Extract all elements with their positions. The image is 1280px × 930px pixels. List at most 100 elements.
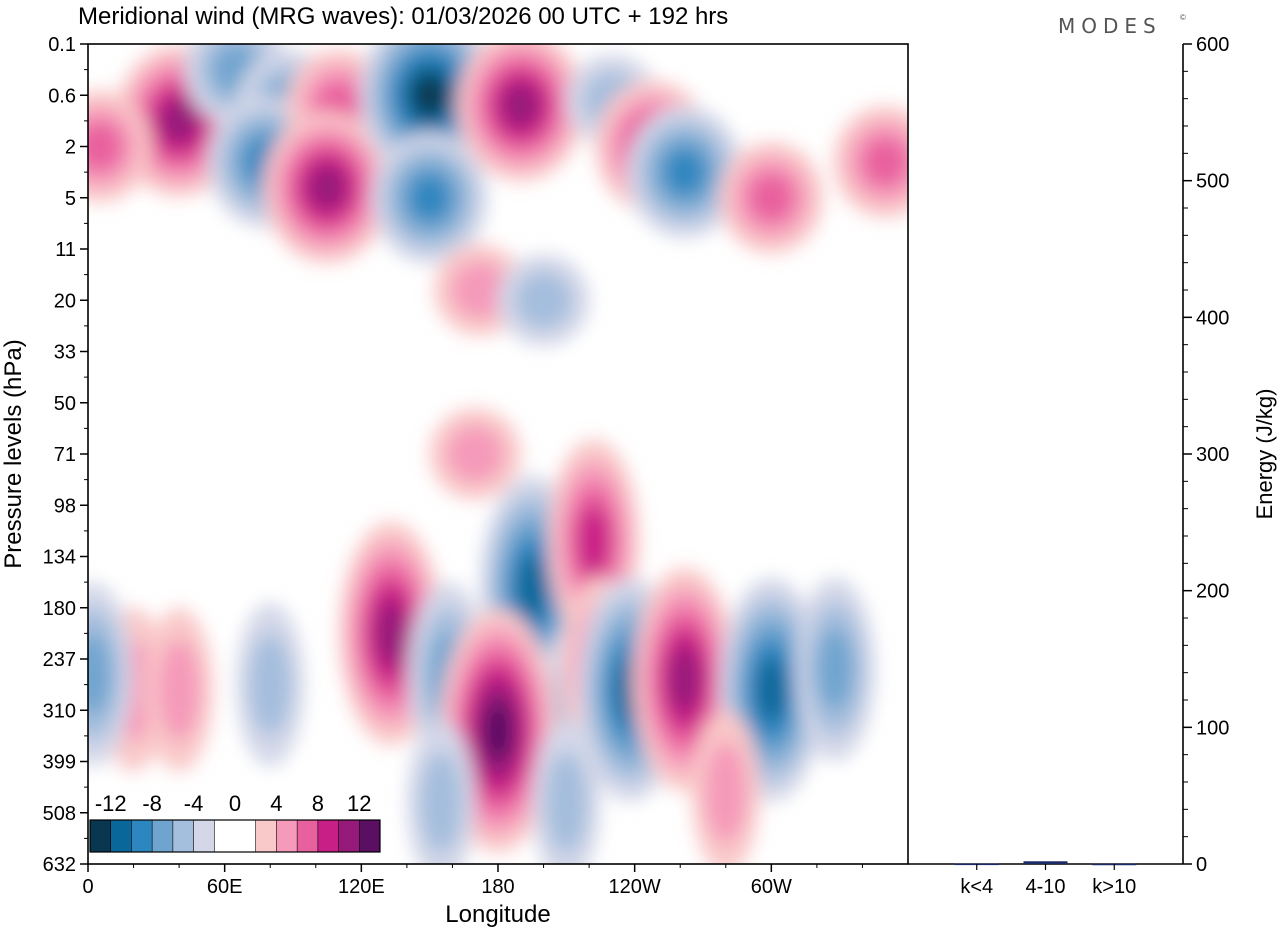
negative-wind-cell <box>626 106 743 239</box>
energy-tick-label: 0 <box>1196 854 1207 876</box>
colorbar-swatch <box>235 820 257 852</box>
contour-level <box>748 172 795 223</box>
colorbar-label: 12 <box>347 791 371 816</box>
positive-wind-cell <box>456 44 585 182</box>
contour-level <box>577 505 610 577</box>
energy-category-label: k<4 <box>960 876 993 898</box>
negative-wind-cell <box>88 582 133 767</box>
y-tick-label: 2 <box>65 137 76 159</box>
energy-tick-label: 600 <box>1196 34 1229 56</box>
colorbar-swatch <box>110 820 132 852</box>
y-tick-label: 11 <box>55 239 76 261</box>
positive-wind-cell <box>429 408 522 500</box>
y-tick-label: 20 <box>54 290 76 312</box>
contour-level <box>420 752 462 853</box>
colorbar-label: 8 <box>312 791 324 816</box>
colorbar-label: 4 <box>270 791 282 816</box>
contour-level <box>502 83 540 128</box>
colorbar-swatch <box>152 820 174 852</box>
chart-title: Meridional wind (MRG waves): 01/03/2026 … <box>78 3 728 30</box>
energy-tick-label: 300 <box>1196 444 1229 466</box>
energy-category-label: 4-10 <box>1025 876 1065 898</box>
contour-level <box>515 271 572 329</box>
contour-level <box>704 741 747 843</box>
negative-wind-cell <box>532 720 601 864</box>
contour-level <box>451 261 509 319</box>
contour-level <box>376 601 406 666</box>
positive-wind-cell <box>88 90 152 203</box>
negative-wind-cell <box>371 131 488 264</box>
colorbar-swatch <box>193 820 215 852</box>
positive-wind-cell <box>145 607 214 772</box>
pressure-axis: 0.1 0.6 2 5 11 20 33 50 71 98 134 180 237 310 399 508 63… <box>43 34 88 876</box>
positive-wind-cell <box>547 439 640 644</box>
y-tick-label: 134 <box>43 547 76 569</box>
contour-level <box>308 165 346 210</box>
y-tick-label: 50 <box>54 393 76 415</box>
contour-level <box>446 425 504 483</box>
energy-axis-label: Energy (J/kg) <box>1252 389 1277 520</box>
negative-wind-cell <box>236 602 305 767</box>
y-tick-label: 310 <box>43 700 76 722</box>
energy-categories: k<4 4-10 k>10 <box>960 864 1136 898</box>
energy-category-label: k>10 <box>1092 876 1136 898</box>
longitude-axis: 0 60E 120E 180 120W 60W <box>82 864 863 898</box>
energy-panel: 0 100 200 300 400 500 600 k<4 4-10 k>10 Energy (… <box>908 34 1277 898</box>
contour-level <box>88 121 123 172</box>
colorbar-swatch <box>359 820 381 852</box>
y-tick-label: 0.6 <box>48 85 76 107</box>
y-tick-label: 237 <box>43 649 76 671</box>
negative-wind-cell <box>795 577 876 762</box>
contour-level <box>160 99 198 143</box>
colorbar-frame <box>89 819 381 853</box>
y-tick-label: 399 <box>43 752 76 774</box>
y-axis-label: Pressure levels (hPa) <box>0 339 27 568</box>
plot-area <box>88 44 908 864</box>
y-tick-label: 98 <box>54 495 76 517</box>
contour-level <box>158 639 201 741</box>
energy-axis: 0 100 200 300 400 500 600 <box>1183 34 1229 876</box>
colorbar-label: -4 <box>184 791 204 816</box>
colorbar-label: -8 <box>142 791 162 816</box>
colorbar-swatch <box>255 820 277 852</box>
y-tick-label: 0.1 <box>48 34 76 56</box>
colorbar-label: 0 <box>229 791 241 816</box>
colorbar-swatch <box>317 820 339 852</box>
energy-tick-label: 100 <box>1196 717 1229 739</box>
x-tick-label: 120W <box>609 876 661 898</box>
positive-wind-cell <box>833 105 908 218</box>
y-tick-label: 508 <box>43 803 76 825</box>
colorbar-swatch <box>214 820 236 852</box>
brand-text: MODES <box>1058 14 1162 38</box>
contour-level <box>545 752 588 853</box>
energy-tick-label: 500 <box>1196 171 1229 193</box>
contour-level <box>249 634 292 736</box>
positive-wind-cell <box>719 141 824 254</box>
negative-wind-cell <box>497 254 590 347</box>
contour-level <box>517 555 548 620</box>
x-tick-label: 180 <box>481 876 514 898</box>
colorbar-label: -12 <box>95 791 127 816</box>
x-axis-label: Longitude <box>445 901 550 928</box>
brand-mark: © <box>1180 13 1186 22</box>
contour-level <box>664 149 705 196</box>
y-tick-label: 33 <box>54 342 76 364</box>
contour-level <box>412 74 447 117</box>
energy-bar <box>1023 861 1068 864</box>
contour-level <box>756 657 787 722</box>
colorbar-swatch <box>131 820 153 852</box>
y-tick-label: 71 <box>54 444 76 466</box>
contour-level <box>669 647 700 712</box>
contour-level <box>817 628 853 711</box>
brand-logo: MODES © <box>1058 13 1186 38</box>
contour-level <box>483 701 513 761</box>
x-tick-label: 0 <box>82 876 93 898</box>
positive-wind-cell <box>263 111 392 264</box>
colorbar: -12 -8 -4 0 4 8 12 <box>89 791 381 853</box>
y-tick-label: 5 <box>65 188 76 210</box>
negative-wind-cell <box>407 720 476 864</box>
energy-tick-label: 400 <box>1196 307 1229 329</box>
x-tick-label: 60E <box>207 876 243 898</box>
colorbar-swatch <box>297 820 319 852</box>
